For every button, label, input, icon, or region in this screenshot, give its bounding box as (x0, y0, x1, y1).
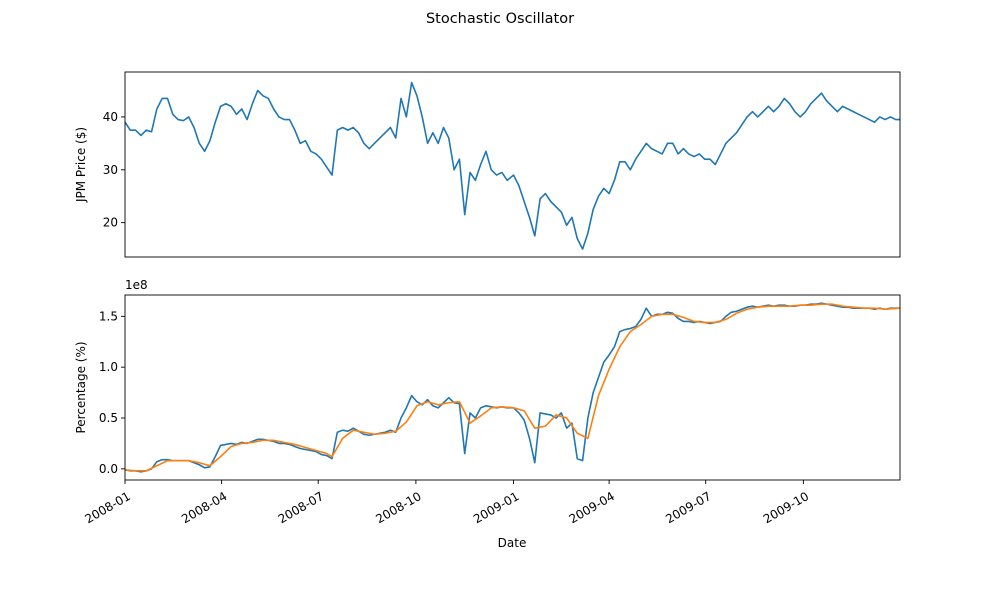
panel-frame-1 (124, 294, 901, 481)
y-tick-label-0-0: 20 (103, 216, 118, 230)
chart-title: Stochastic Oscillator (426, 11, 574, 27)
y-tick-label-1-0: 0.0 (99, 462, 118, 476)
y-tick-label-0-2: 40 (103, 110, 118, 124)
y-axis-label-1: Percentage (%) (74, 341, 88, 433)
series-line-0-0 (124, 81, 900, 250)
y-tick-label-1-3: 1.5 (99, 309, 118, 323)
y-tick-label-1-2: 1.0 (99, 360, 118, 374)
y-axis-label-0: JPM Price ($) (74, 127, 88, 203)
y-offset-text-1: 1e8 (125, 278, 148, 292)
y-tick-label-0-1: 30 (103, 163, 118, 177)
x-axis-label: Date (498, 536, 527, 550)
panel-frame-0 (124, 71, 901, 258)
y-tick-label-1-1: 0.5 (99, 411, 118, 425)
series-line-1-1 (124, 303, 901, 472)
oscillator-panel: 0.0 0.5 1.0 1.5 Percentage (%) 1e8 (74, 278, 901, 481)
price-panel: 20 30 40 JPM Price ($) (74, 71, 901, 258)
